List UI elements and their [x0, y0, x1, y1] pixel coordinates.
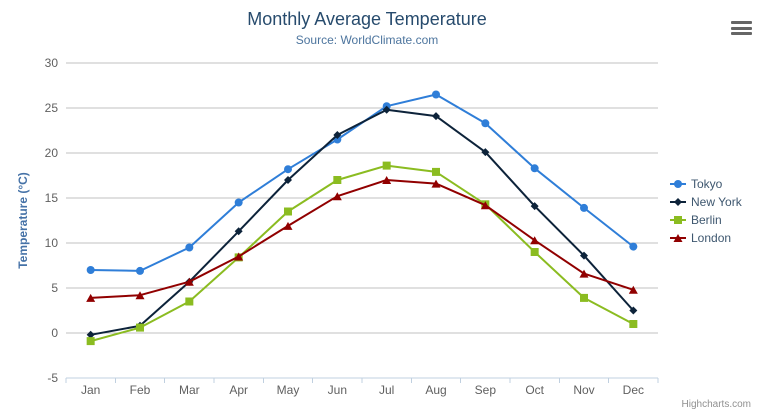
square-marker[interactable]	[580, 293, 588, 302]
square-marker[interactable]	[382, 161, 391, 170]
square-marker	[674, 216, 682, 224]
x-axis-tick-label: Aug	[425, 383, 446, 397]
triangle-marker[interactable]	[579, 269, 589, 278]
triangle-marker[interactable]	[86, 293, 96, 302]
circle-marker	[674, 180, 682, 188]
square-marker[interactable]	[432, 167, 440, 176]
triangle-marker[interactable]	[184, 277, 194, 286]
y-axis-tick-label: 5	[51, 281, 58, 295]
x-axis-tick-label: Feb	[130, 383, 151, 397]
export-menu-icon[interactable]	[731, 21, 752, 35]
legend-marker-icon	[670, 198, 686, 206]
legend-label: New York	[691, 195, 742, 209]
menu-bar	[731, 32, 752, 35]
x-axis-tick-label: Oct	[525, 383, 544, 397]
y-axis-tick-label: 25	[45, 101, 59, 115]
diamond-marker[interactable]	[432, 112, 440, 121]
x-axis-tick-label: Mar	[179, 383, 200, 397]
y-axis-tick-label: 15	[45, 191, 59, 205]
legend-label: London	[691, 231, 732, 245]
legend-marker-icon	[670, 234, 686, 242]
legend-item-london[interactable]: London	[670, 229, 742, 247]
x-axis-tick-label: Sep	[475, 383, 497, 397]
triangle-marker[interactable]	[530, 236, 540, 245]
square-marker[interactable]	[185, 297, 194, 306]
diamond-marker[interactable]	[284, 176, 292, 184]
triangle-marker[interactable]	[431, 179, 441, 188]
legend-marker-icon	[670, 216, 686, 224]
triangle-marker[interactable]	[382, 176, 392, 184]
legend-label: Tokyo	[691, 177, 723, 191]
chart-title: Monthly Average Temperature	[247, 9, 487, 29]
x-axis-tick-label: Nov	[573, 383, 594, 397]
triangle-marker[interactable]	[480, 201, 490, 210]
x-axis-tick-label: Apr	[229, 383, 248, 397]
circle-marker[interactable]	[234, 198, 243, 207]
triangle-marker	[673, 234, 683, 242]
diamond-marker[interactable]	[382, 105, 391, 114]
y-axis-tick-label: 30	[45, 56, 59, 70]
circle-marker[interactable]	[432, 90, 440, 99]
y-axis-tick-label: 10	[45, 236, 59, 250]
circle-marker[interactable]	[580, 203, 588, 212]
highcharts-credits[interactable]: Highcharts.com	[681, 399, 751, 410]
diamond-marker[interactable]	[530, 202, 539, 211]
series-line-tokyo[interactable]	[89, 93, 635, 272]
legend-item-tokyo[interactable]: Tokyo	[670, 175, 742, 193]
series-line-new-york[interactable]	[89, 108, 635, 336]
menu-bar	[731, 21, 752, 24]
square-marker[interactable]	[86, 337, 95, 346]
circle-marker[interactable]	[530, 164, 539, 173]
circle-marker[interactable]	[481, 119, 490, 128]
square-marker[interactable]	[136, 323, 144, 332]
circle-marker[interactable]	[284, 165, 292, 174]
y-axis-tick-label: 0	[51, 326, 58, 340]
diamond-marker[interactable]	[234, 227, 243, 236]
triangle-marker[interactable]	[283, 221, 293, 230]
legend-label: Berlin	[691, 213, 722, 227]
series-line-london[interactable]	[89, 179, 635, 299]
square-marker[interactable]	[333, 176, 342, 184]
legend-item-berlin[interactable]: Berlin	[670, 211, 742, 229]
circle-marker[interactable]	[136, 266, 144, 275]
triangle-marker[interactable]	[234, 252, 244, 261]
legend-item-new-york[interactable]: New York	[670, 193, 742, 211]
legend-marker-icon	[670, 180, 686, 188]
x-axis-tick-label: Jun	[328, 383, 347, 397]
y-axis-title: Temperature (°C)	[16, 172, 30, 269]
y-axis-tick-label: 20	[45, 146, 59, 160]
diamond-marker[interactable]	[333, 131, 342, 139]
diamond-marker[interactable]	[481, 148, 490, 157]
triangle-marker[interactable]	[332, 192, 342, 201]
triangle-marker[interactable]	[135, 291, 145, 300]
square-marker[interactable]	[530, 248, 539, 256]
circle-marker[interactable]	[185, 243, 194, 252]
diamond-marker	[674, 198, 682, 206]
x-axis-tick-label: May	[277, 383, 300, 397]
square-marker[interactable]	[629, 320, 638, 328]
circle-marker[interactable]	[629, 242, 638, 251]
diamond-marker[interactable]	[580, 251, 588, 260]
menu-bar	[731, 26, 752, 30]
series-line-berlin[interactable]	[89, 164, 635, 343]
square-marker[interactable]	[284, 207, 292, 216]
x-axis-tick-label: Jul	[379, 383, 394, 397]
triangle-marker[interactable]	[628, 285, 638, 294]
legend: Tokyo New York Berlin London	[670, 175, 742, 247]
chart-subtitle: Source: WorldClimate.com	[295, 33, 439, 47]
x-axis-tick-label: Jan	[81, 383, 100, 397]
x-axis-tick-label: Dec	[623, 383, 644, 397]
diamond-marker[interactable]	[86, 330, 95, 339]
diamond-marker[interactable]	[629, 306, 638, 315]
y-axis-tick-label: -5	[47, 371, 58, 385]
circle-marker[interactable]	[86, 266, 95, 274]
